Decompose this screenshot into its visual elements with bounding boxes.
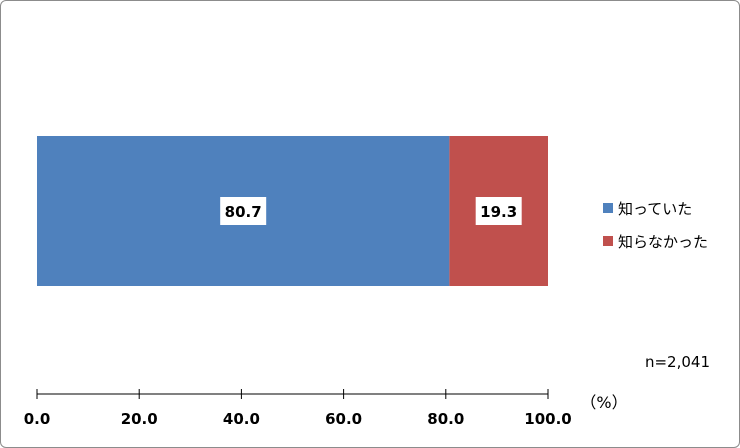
legend-label-unknown: 知らなかった	[618, 233, 708, 251]
x-tick-label-4: 80.0	[427, 410, 464, 428]
legend-label-known: 知っていた	[618, 200, 692, 218]
x-tick-label-3: 60.0	[325, 410, 362, 428]
sample-size-note: n=2,041	[645, 353, 710, 371]
x-tick-label-0: 0.0	[24, 410, 51, 428]
legend-swatch-known	[603, 203, 613, 213]
legend-swatch-unknown	[603, 236, 613, 246]
axis-unit-label: （%）	[580, 393, 627, 412]
x-tick-label-1: 20.0	[121, 410, 158, 428]
data-label-box-0	[220, 197, 267, 225]
data-labels-group: 80.7 19.3	[220, 197, 522, 225]
data-label-box-1	[475, 197, 522, 225]
x-tick-label-2: 40.0	[223, 410, 260, 428]
x-tick-label-5: 100.0	[524, 410, 571, 428]
bars-group	[37, 136, 548, 286]
x-ticks-group: 0.0 20.0 40.0 60.0 80.0 100.0	[24, 389, 572, 428]
legend: 知っていた 知らなかった	[603, 200, 708, 251]
data-label-1: 19.3	[480, 203, 517, 221]
data-label-0: 80.7	[225, 203, 262, 221]
